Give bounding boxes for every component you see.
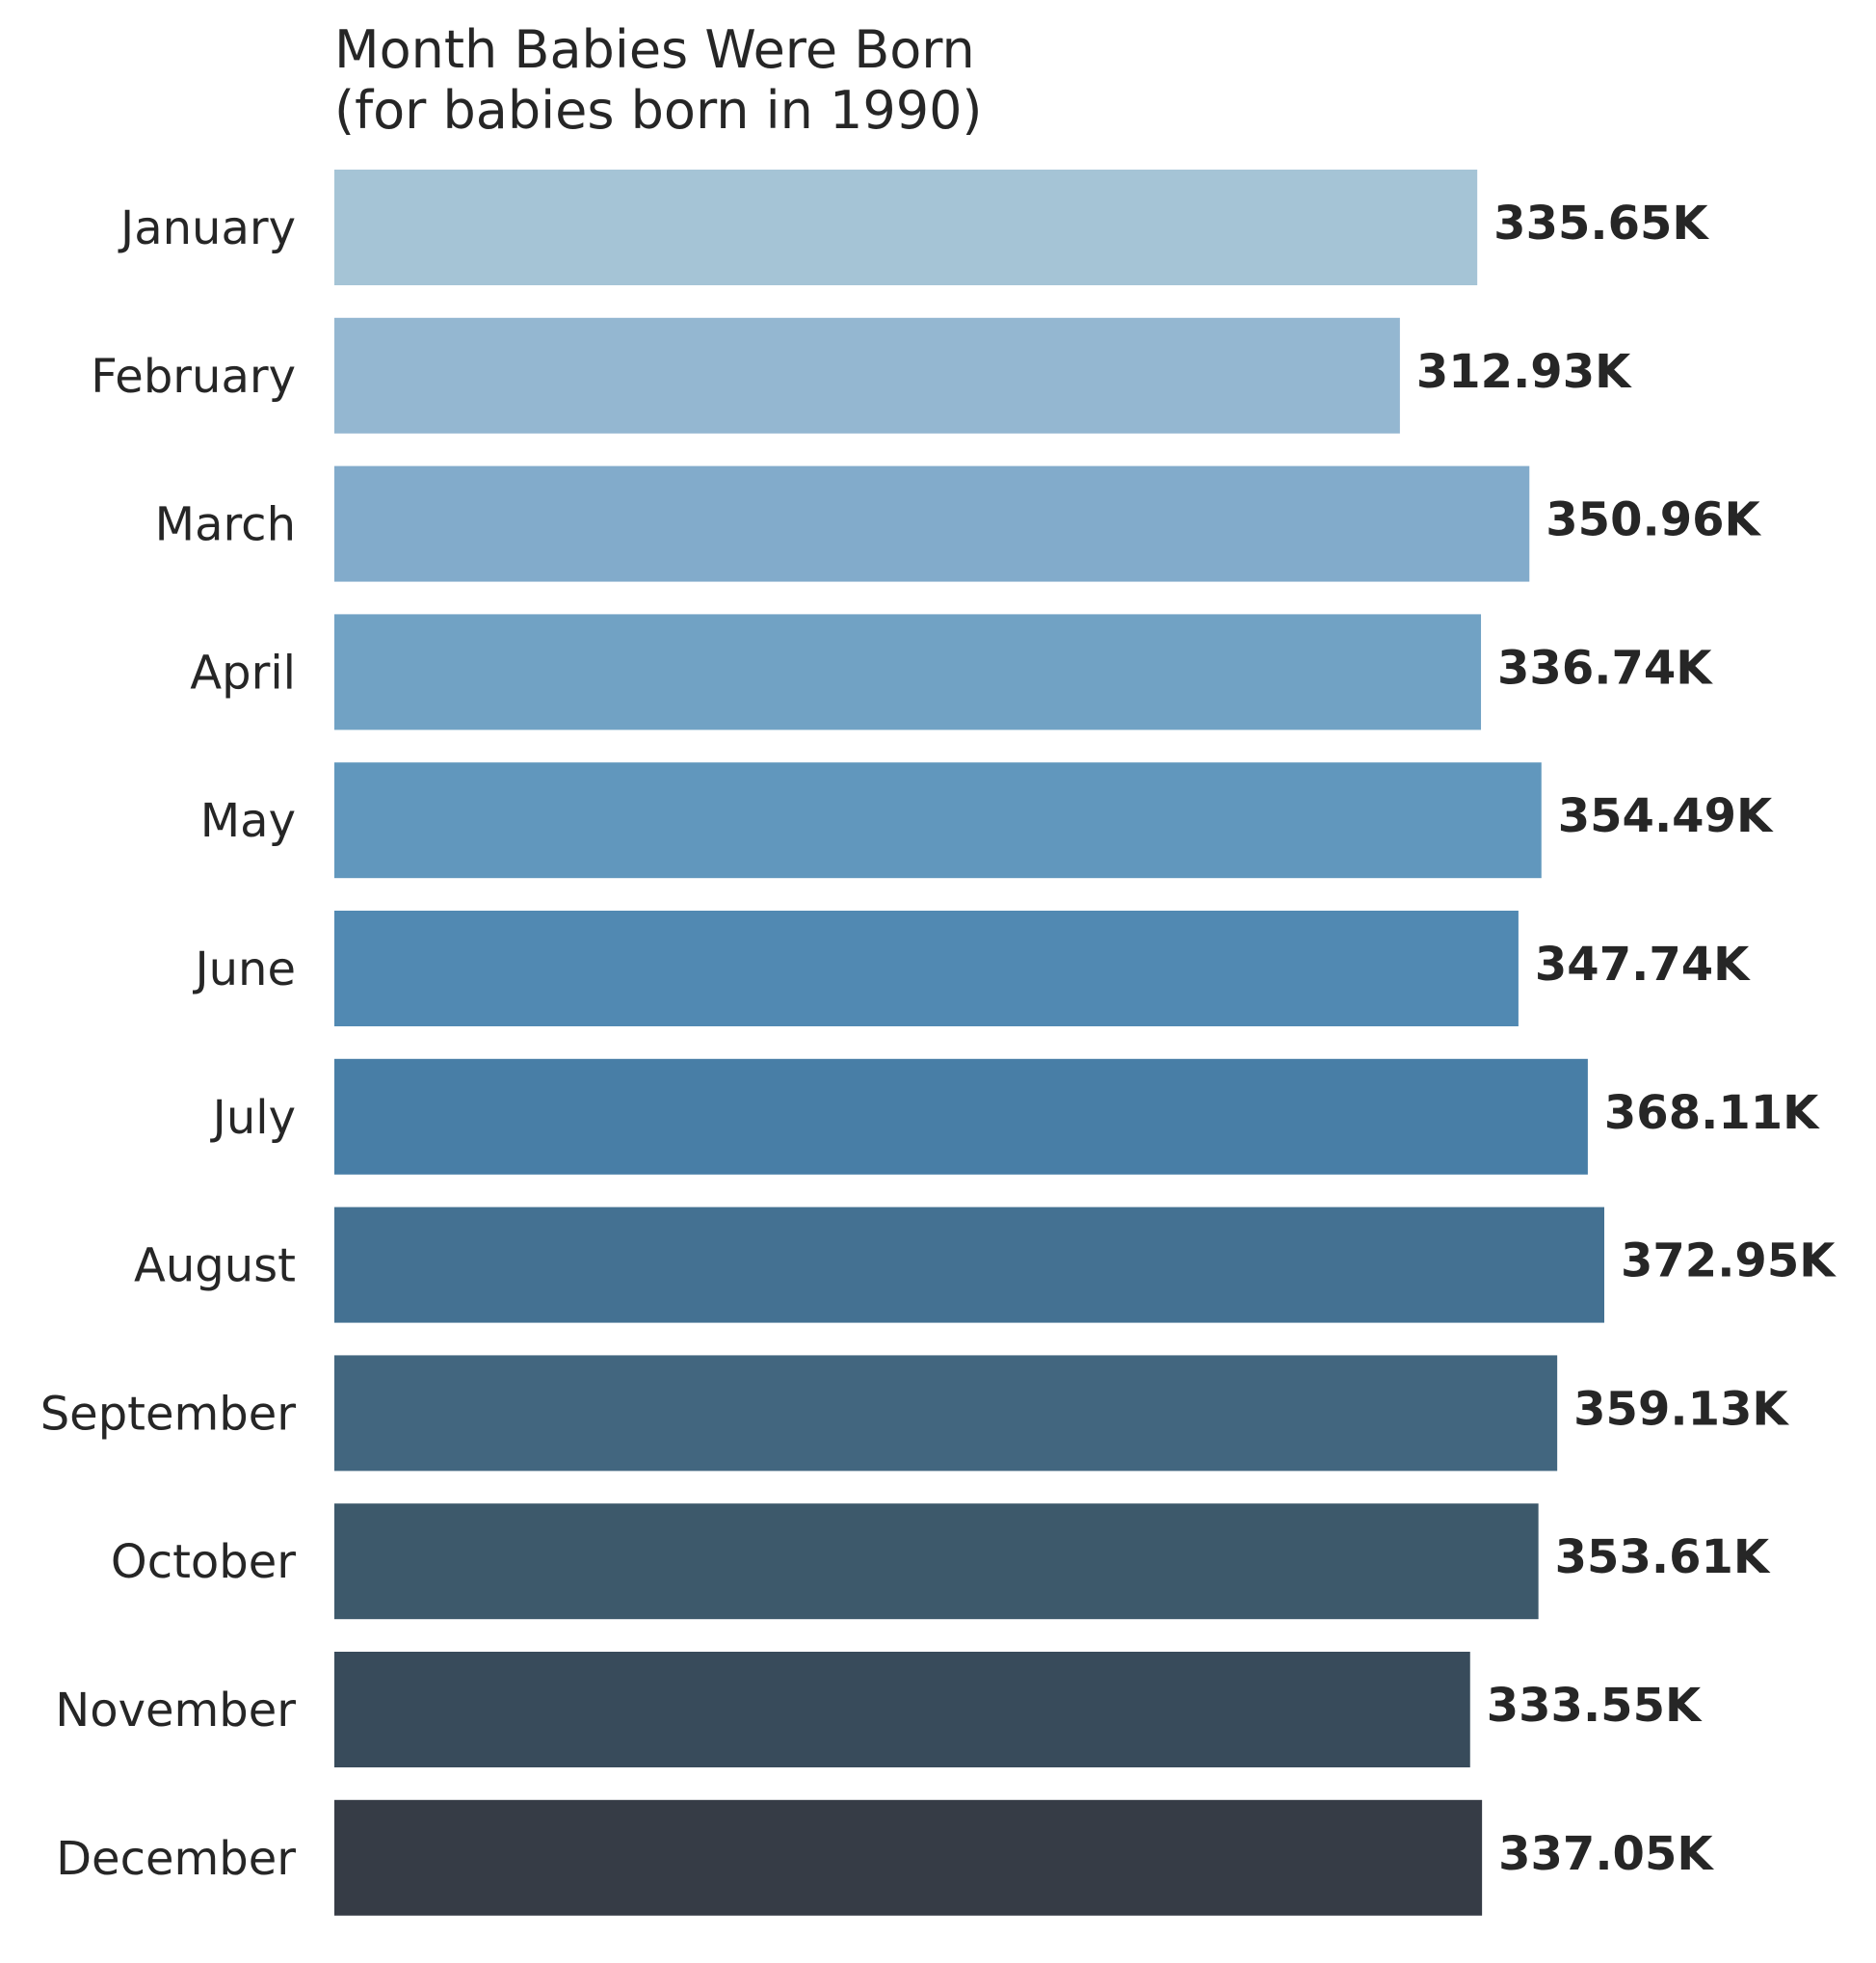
bar-march [334,465,1530,582]
y-tick-label-january: January [118,201,296,255]
data-label-october: 353.61K [1555,1530,1771,1584]
bar-april [334,614,1482,730]
y-tick-label-august: August [134,1239,296,1293]
data-label-march: 350.96K [1546,493,1761,547]
data-label-august: 372.95K [1621,1234,1836,1288]
data-label-july: 368.11K [1604,1086,1820,1140]
data-label-may: 354.49K [1558,789,1774,843]
y-tick-label-april: April [190,646,296,700]
bar-may [334,762,1542,879]
y-tick-label-september: September [40,1387,297,1441]
data-label-november: 333.55K [1487,1679,1703,1733]
data-label-december: 337.05K [1498,1827,1714,1881]
data-label-june: 347.74K [1535,938,1751,992]
chart-subtitle: (for babies born in 1990) [334,80,983,141]
y-tick-label-july: July [210,1091,296,1145]
bar-october [334,1503,1539,1620]
chart-title: Month Babies Were Born [334,19,975,80]
data-label-april: 336.74K [1497,641,1713,695]
bar-july [334,1058,1588,1175]
data-label-february: 312.93K [1416,345,1632,399]
y-tick-labels: January February March April May June July Augu… [40,201,297,1886]
data-label-september: 359.13K [1573,1382,1789,1436]
bar-june [334,911,1519,1026]
y-tick-label-february: February [91,350,296,404]
y-tick-label-december: December [56,1832,296,1886]
data-label-january: 335.65K [1493,197,1709,251]
data-labels: 335.65K 312.93K 350.96K 336.74K 354.49K 347.7… [1416,197,1836,1881]
bars-group [334,170,1604,1916]
y-tick-label-may: May [200,794,296,848]
y-tick-label-march: March [155,498,296,552]
y-tick-label-october: October [111,1535,296,1589]
y-tick-label-june: June [192,942,296,996]
bar-august [334,1207,1604,1323]
bar-january [334,170,1478,285]
bar-february [334,317,1400,434]
bar-december [334,1799,1483,1916]
bar-november [334,1652,1470,1767]
bar-september [334,1355,1558,1472]
y-tick-label-november: November [55,1684,296,1738]
